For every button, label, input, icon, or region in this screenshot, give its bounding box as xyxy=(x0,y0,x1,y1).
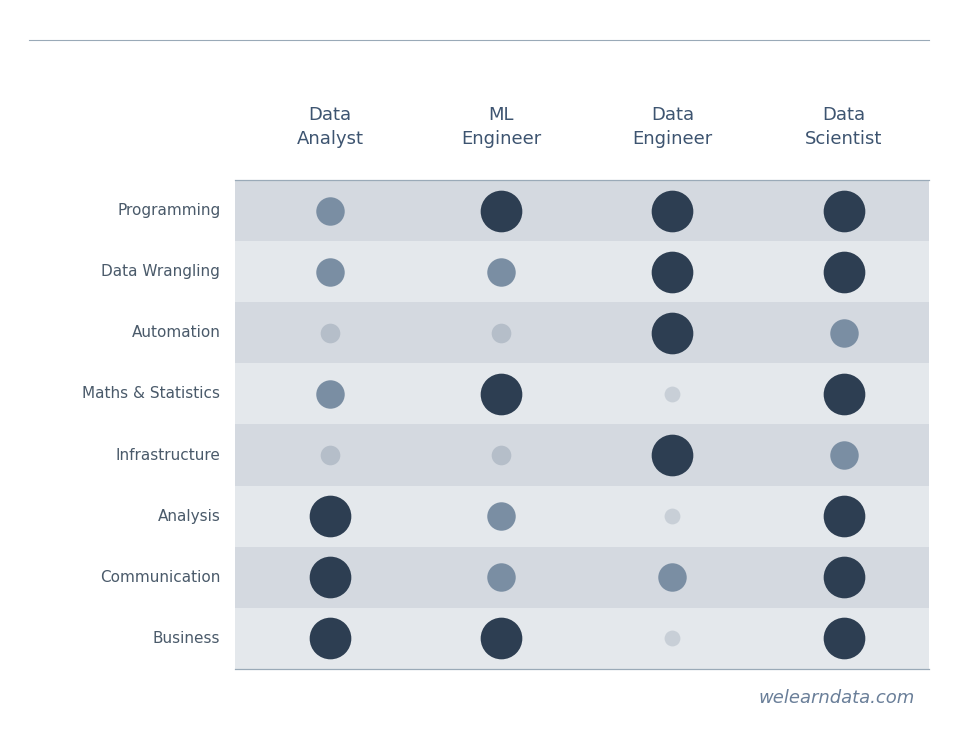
Point xyxy=(836,205,852,217)
Text: Data
Engineer: Data Engineer xyxy=(632,106,713,148)
Point xyxy=(836,632,852,644)
Point xyxy=(322,327,337,339)
Point xyxy=(493,510,509,522)
Point xyxy=(836,510,852,522)
Point xyxy=(836,327,852,339)
Text: Business: Business xyxy=(153,631,220,646)
Point xyxy=(493,205,509,217)
Text: ML
Engineer: ML Engineer xyxy=(461,106,541,148)
Text: Infrastructure: Infrastructure xyxy=(116,448,220,462)
Point xyxy=(665,449,680,461)
Point xyxy=(665,571,680,583)
Point xyxy=(665,266,680,278)
Point xyxy=(322,632,337,644)
Point xyxy=(665,205,680,217)
Text: Data
Scientist: Data Scientist xyxy=(805,106,882,148)
Point xyxy=(322,388,337,400)
Text: Data
Analyst: Data Analyst xyxy=(296,106,363,148)
Point xyxy=(665,388,680,400)
Point xyxy=(665,510,680,522)
Point xyxy=(493,266,509,278)
Text: Automation: Automation xyxy=(131,326,220,340)
Point xyxy=(322,266,337,278)
Point xyxy=(836,388,852,400)
Point xyxy=(665,632,680,644)
Point xyxy=(322,571,337,583)
Point xyxy=(322,510,337,522)
Text: Analysis: Analysis xyxy=(157,509,220,523)
Text: Communication: Communication xyxy=(100,570,220,585)
Point xyxy=(836,571,852,583)
Point xyxy=(493,388,509,400)
Text: Data Wrangling: Data Wrangling xyxy=(102,264,220,279)
Point xyxy=(493,327,509,339)
Point xyxy=(665,327,680,339)
Point xyxy=(836,449,852,461)
Point xyxy=(493,571,509,583)
Point xyxy=(836,266,852,278)
Point xyxy=(322,205,337,217)
Point xyxy=(493,449,509,461)
Point xyxy=(322,449,337,461)
Point xyxy=(493,632,509,644)
Text: Maths & Statistics: Maths & Statistics xyxy=(82,387,220,401)
Text: Programming: Programming xyxy=(117,203,220,218)
Text: welearndata.com: welearndata.com xyxy=(759,689,915,707)
